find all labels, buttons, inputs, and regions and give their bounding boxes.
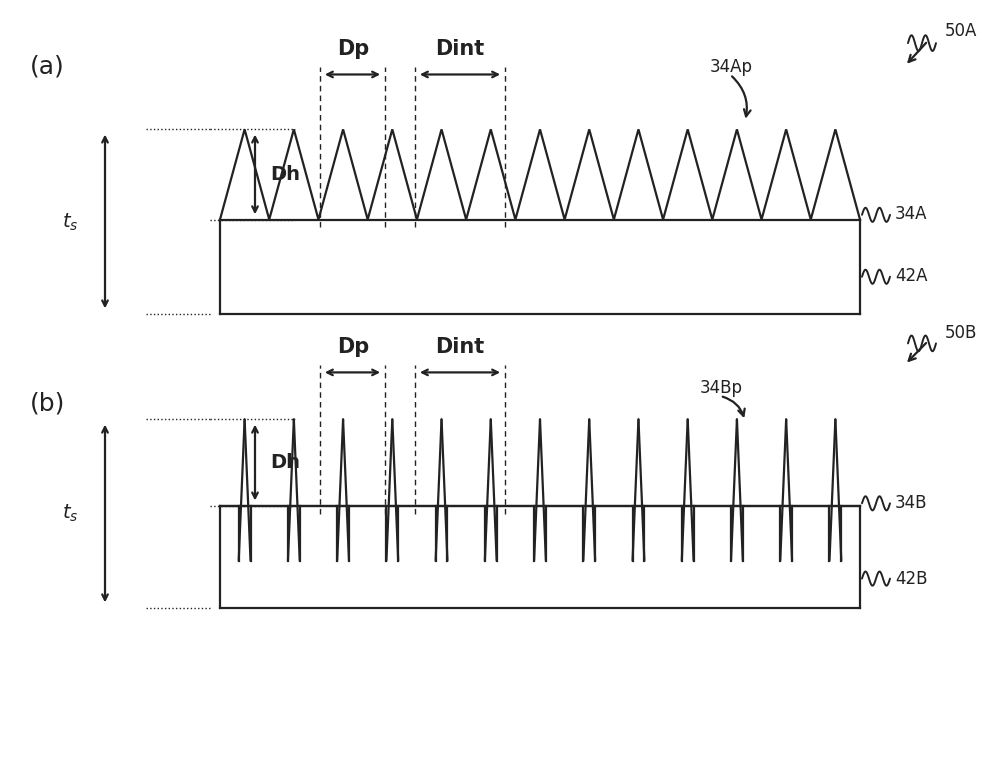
Text: Dp: Dp <box>337 38 369 59</box>
Text: Dh: Dh <box>270 165 300 184</box>
Text: 34Ap: 34Ap <box>710 58 753 75</box>
Text: 34A: 34A <box>895 205 928 223</box>
Text: 34B: 34B <box>895 495 928 512</box>
Text: Dint: Dint <box>435 336 485 357</box>
Text: Dp: Dp <box>337 336 369 357</box>
Text: 50A: 50A <box>945 23 977 40</box>
Text: Dint: Dint <box>435 38 485 59</box>
Text: Dh: Dh <box>270 453 300 472</box>
Text: $t_s$: $t_s$ <box>62 503 78 524</box>
Text: 42B: 42B <box>895 570 928 587</box>
Text: $t_s$: $t_s$ <box>62 211 78 233</box>
Text: 50B: 50B <box>945 325 977 342</box>
Text: (b): (b) <box>30 392 65 416</box>
Text: 34Bp: 34Bp <box>700 379 743 397</box>
Text: 42A: 42A <box>895 267 928 285</box>
Text: (a): (a) <box>30 55 65 79</box>
